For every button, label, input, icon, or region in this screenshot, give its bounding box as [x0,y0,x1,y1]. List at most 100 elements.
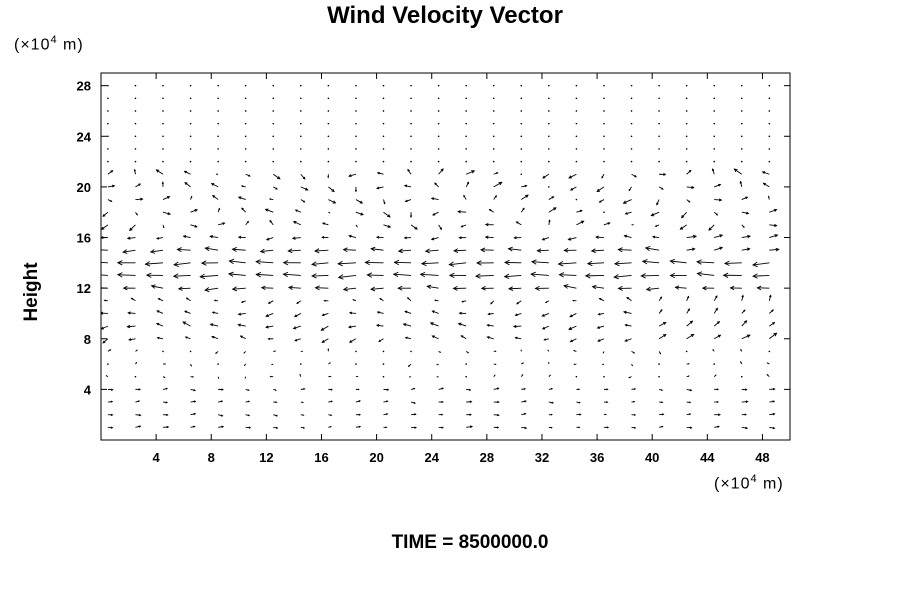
vector-arrow-head [122,285,128,291]
vector-arrow-head [633,413,637,416]
vector-arrow-head [356,375,359,378]
vector-arrow-head [138,425,142,428]
vector-dot [327,122,330,125]
vector-dot [355,122,357,125]
vector-arrow-head [716,388,720,391]
vector-dot [382,122,385,125]
vector-arrow [741,248,750,251]
vector-arrow [228,273,246,276]
vector-arrow-head [452,285,458,291]
vector-arrow-head [514,313,518,317]
vector-arrow-head [413,387,416,390]
vector-dot [327,84,330,87]
vector-dot [713,148,716,150]
vector-arrow-head [746,247,751,251]
vector-arrow [107,185,115,188]
vector-dot [189,148,192,150]
vector-arrow-head [275,187,278,190]
vector-arrow-head [403,184,408,188]
vector-arrow-head [358,400,361,403]
vector-arrow [569,313,577,318]
vector-arrow-head [265,325,269,329]
vector-arrow [432,211,439,216]
vector-dot [327,97,330,100]
vector-arrow-head [717,425,720,428]
vector-dot [740,110,743,112]
vector-arrow-head [330,414,333,417]
vector-arrow-head [150,284,156,289]
vector-arrow-head [323,299,326,302]
vector-dot [437,110,440,112]
vector-dot [189,110,192,112]
vector-arrow [218,222,225,226]
vector-arrow-head [628,376,631,379]
vector-arrow-head [156,236,160,240]
vector-arrow [548,207,557,213]
vector-arrow-head [515,221,519,224]
vector-arrow [232,287,246,290]
vector-dot [740,84,743,87]
y-tick-label: 12 [77,281,91,296]
vector-arrow [614,262,632,265]
vector-arrow-head [606,401,609,404]
vector-arrow [708,224,715,231]
vector-arrow-head [287,285,293,290]
vector-arrow [300,186,308,191]
vector-dot [107,97,109,100]
vector-arrow-head [102,214,106,217]
vector-arrow-head [507,286,514,292]
vector-arrow-head [729,285,735,291]
chart-title: Wind Velocity Vector [327,2,563,29]
vector-arrow-head [311,261,317,267]
vector-arrow-head [430,237,435,241]
vector-arrow [190,224,197,228]
vector-arrow-head [292,220,297,224]
vector-dot [355,110,357,112]
vector-arrow-head [507,246,513,252]
vector-dot [437,97,440,100]
vector-arrow [420,273,439,276]
vector-arrow [741,334,751,340]
vector-arrow-head [259,248,265,254]
vector-arrow-head [513,236,517,240]
vector-arrow-head [243,351,245,354]
vector-dot [217,84,219,87]
vector-arrow [713,321,720,327]
vector-arrow [724,262,742,264]
vector-arrow-head [165,401,168,404]
vector-arrow-head [212,195,216,198]
vector-dot [217,97,219,100]
vector-arrow-head [294,338,298,342]
vector-arrow-head [357,388,360,391]
vector-arrow-head [692,234,698,239]
vector-arrow-head [293,314,298,318]
vector-arrow [266,237,274,241]
vector-arrow-head [484,235,489,239]
vector-arrow-head [774,234,779,238]
vector-arrow-head [767,195,770,198]
vector-dot [382,84,385,87]
vector-arrow-head [329,362,331,364]
vector-arrow-head [516,301,519,305]
vector-arrow-head [717,334,722,338]
vector-arrow-head [348,339,353,343]
vector-arrow-head [215,352,217,354]
x-tick-label: 40 [645,450,659,465]
vector-arrow [265,313,274,317]
vector-dot [244,135,247,138]
vector-dot [465,160,467,163]
vector-arrow-head [275,401,278,404]
vector-arrow-head [434,182,437,185]
vector-arrow-head [101,226,105,230]
vector-arrow-head [135,361,138,364]
vector-arrow [184,170,191,175]
vector-arrow-head [127,311,131,315]
vector-arrow [355,199,363,204]
vector-arrow-head [101,311,104,315]
vector-arrow-head [586,260,593,267]
vector-arrow [714,199,722,201]
vector-arrow [431,197,439,200]
vector-arrow-head [105,375,108,377]
vector-arrow-head [595,235,599,239]
vector-dot [575,84,578,87]
